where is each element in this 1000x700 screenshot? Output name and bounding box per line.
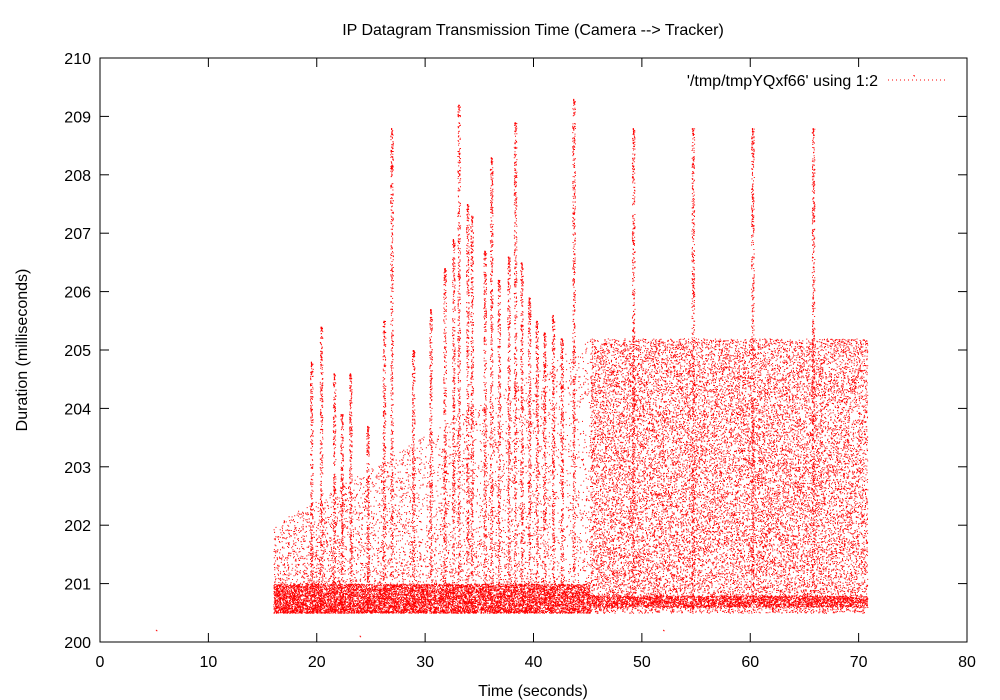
spike-peak xyxy=(498,279,500,282)
spike-peak xyxy=(543,332,546,335)
spike-peak xyxy=(812,128,814,131)
spike-peak xyxy=(561,338,563,341)
x-tick-label: 60 xyxy=(741,654,759,671)
spike-peak xyxy=(383,320,385,323)
plot-frame xyxy=(99,57,968,643)
spike-peak xyxy=(521,262,523,265)
spike-peak xyxy=(412,350,414,352)
outlier-point xyxy=(359,635,361,637)
spike-peak xyxy=(310,361,313,364)
x-tick-label: 10 xyxy=(199,654,217,671)
y-tick-label: 200 xyxy=(64,635,91,652)
y-tick-label: 209 xyxy=(64,109,91,126)
spike-peak xyxy=(573,98,575,101)
y-tick-label: 207 xyxy=(64,226,91,243)
outlier-point xyxy=(663,629,665,631)
spike-peak xyxy=(632,128,634,131)
y-tick-label: 203 xyxy=(64,460,91,477)
x-tick-label: 20 xyxy=(308,654,326,671)
x-tick-label: 30 xyxy=(416,654,434,671)
spike-peak xyxy=(552,314,554,317)
spike-peak xyxy=(452,239,455,242)
x-tick-label: 70 xyxy=(850,654,868,671)
spike-peak xyxy=(471,215,473,218)
y-tick-label: 201 xyxy=(64,577,91,594)
series-points xyxy=(156,75,915,638)
y-tick-label: 206 xyxy=(64,285,91,302)
chart-title: IP Datagram Transmission Time (Camera --… xyxy=(342,22,724,39)
spike-peak xyxy=(349,373,352,376)
x-tick-label: 0 xyxy=(96,654,105,671)
y-tick-label: 208 xyxy=(64,168,91,185)
spike-peak xyxy=(458,104,460,107)
spike-peak xyxy=(430,309,432,312)
spike-peak xyxy=(514,122,516,125)
x-tick-label: 40 xyxy=(525,654,543,671)
spike-peak xyxy=(528,297,530,300)
x-axis-label: Time (seconds) xyxy=(478,683,588,700)
outlier-point xyxy=(155,629,157,631)
spike-peak xyxy=(490,157,492,160)
legend: '/tmp/tmpYQxf66' using 1:2 xyxy=(687,73,948,90)
outlier-point xyxy=(913,75,915,77)
y-tick-label: 202 xyxy=(64,518,91,535)
spike-peak xyxy=(391,128,393,131)
x-tick-label: 80 xyxy=(958,654,976,671)
spike-peak xyxy=(444,268,446,271)
spike-peak xyxy=(341,414,343,417)
spike-peak xyxy=(692,128,694,131)
y-tick-label: 210 xyxy=(64,51,91,68)
spike-peak xyxy=(466,204,469,206)
spike-peak xyxy=(367,425,369,428)
tick-labels: 0 10 20 30 40 50 60 70 80 200 201 202 203 204 205 206 20… xyxy=(64,51,976,671)
spike-peak xyxy=(536,320,538,323)
legend-label: '/tmp/tmpYQxf66' using 1:2 xyxy=(687,73,878,90)
spike-peak xyxy=(333,373,335,376)
y-axis-label: Duration (milliseconds) xyxy=(14,269,31,432)
spike-peak xyxy=(508,256,510,259)
spike-peak xyxy=(484,250,486,253)
y-tick-label: 204 xyxy=(64,401,91,418)
y-tick-label: 205 xyxy=(64,343,91,360)
x-tick-label: 50 xyxy=(633,654,651,671)
data-points xyxy=(155,75,915,638)
spike-peak xyxy=(320,326,322,329)
axis-ticks xyxy=(99,57,968,643)
spike-peak xyxy=(751,128,754,131)
